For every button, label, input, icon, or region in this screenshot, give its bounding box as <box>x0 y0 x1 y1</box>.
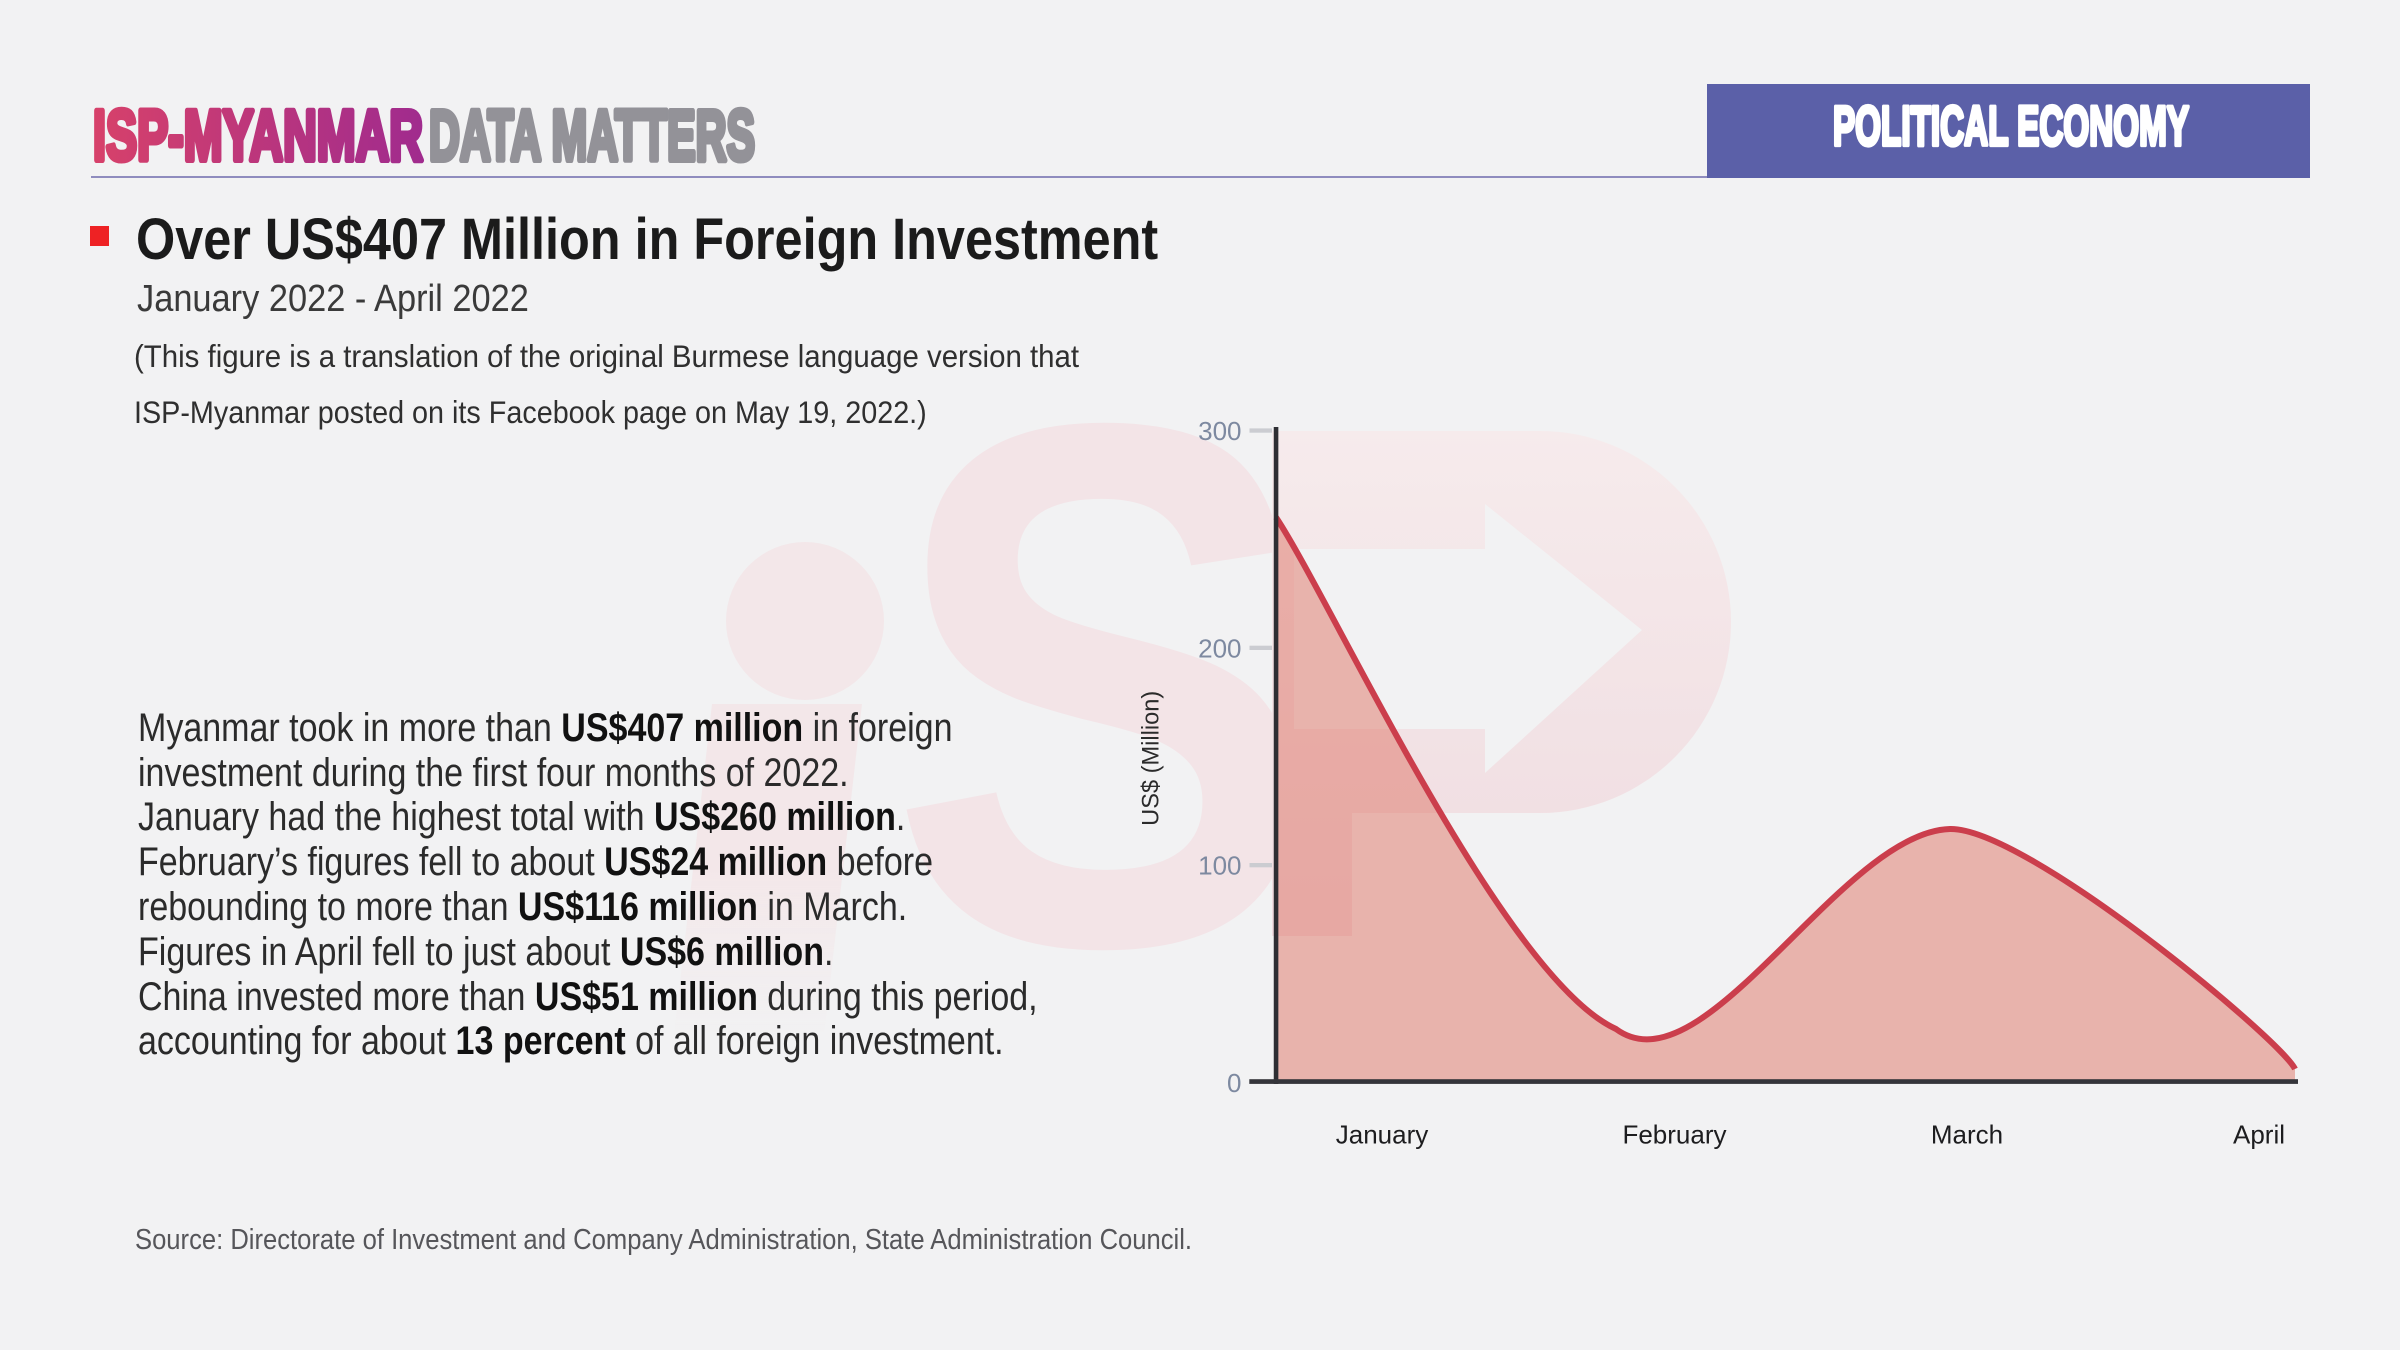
svg-text:US$ (Million): US$ (Million) <box>1139 691 1165 826</box>
svg-text:April: April <box>2233 1120 2285 1150</box>
svg-text:300: 300 <box>1198 416 1241 446</box>
svg-text:February: February <box>1622 1120 1726 1150</box>
svg-text:March: March <box>1931 1120 2003 1150</box>
svg-text:S: S <box>888 269 1318 1101</box>
svg-text:0: 0 <box>1227 1068 1241 1098</box>
svg-text:January: January <box>1336 1120 1429 1150</box>
svg-text:200: 200 <box>1198 633 1241 663</box>
svg-text:ISP-MYANMAR: ISP-MYANMAR <box>93 97 423 176</box>
svg-text:DATA MATTERS: DATA MATTERS <box>429 97 755 176</box>
svg-text:POLITICAL ECONOMY: POLITICAL ECONOMY <box>1833 94 2189 157</box>
svg-text:100: 100 <box>1198 851 1241 881</box>
